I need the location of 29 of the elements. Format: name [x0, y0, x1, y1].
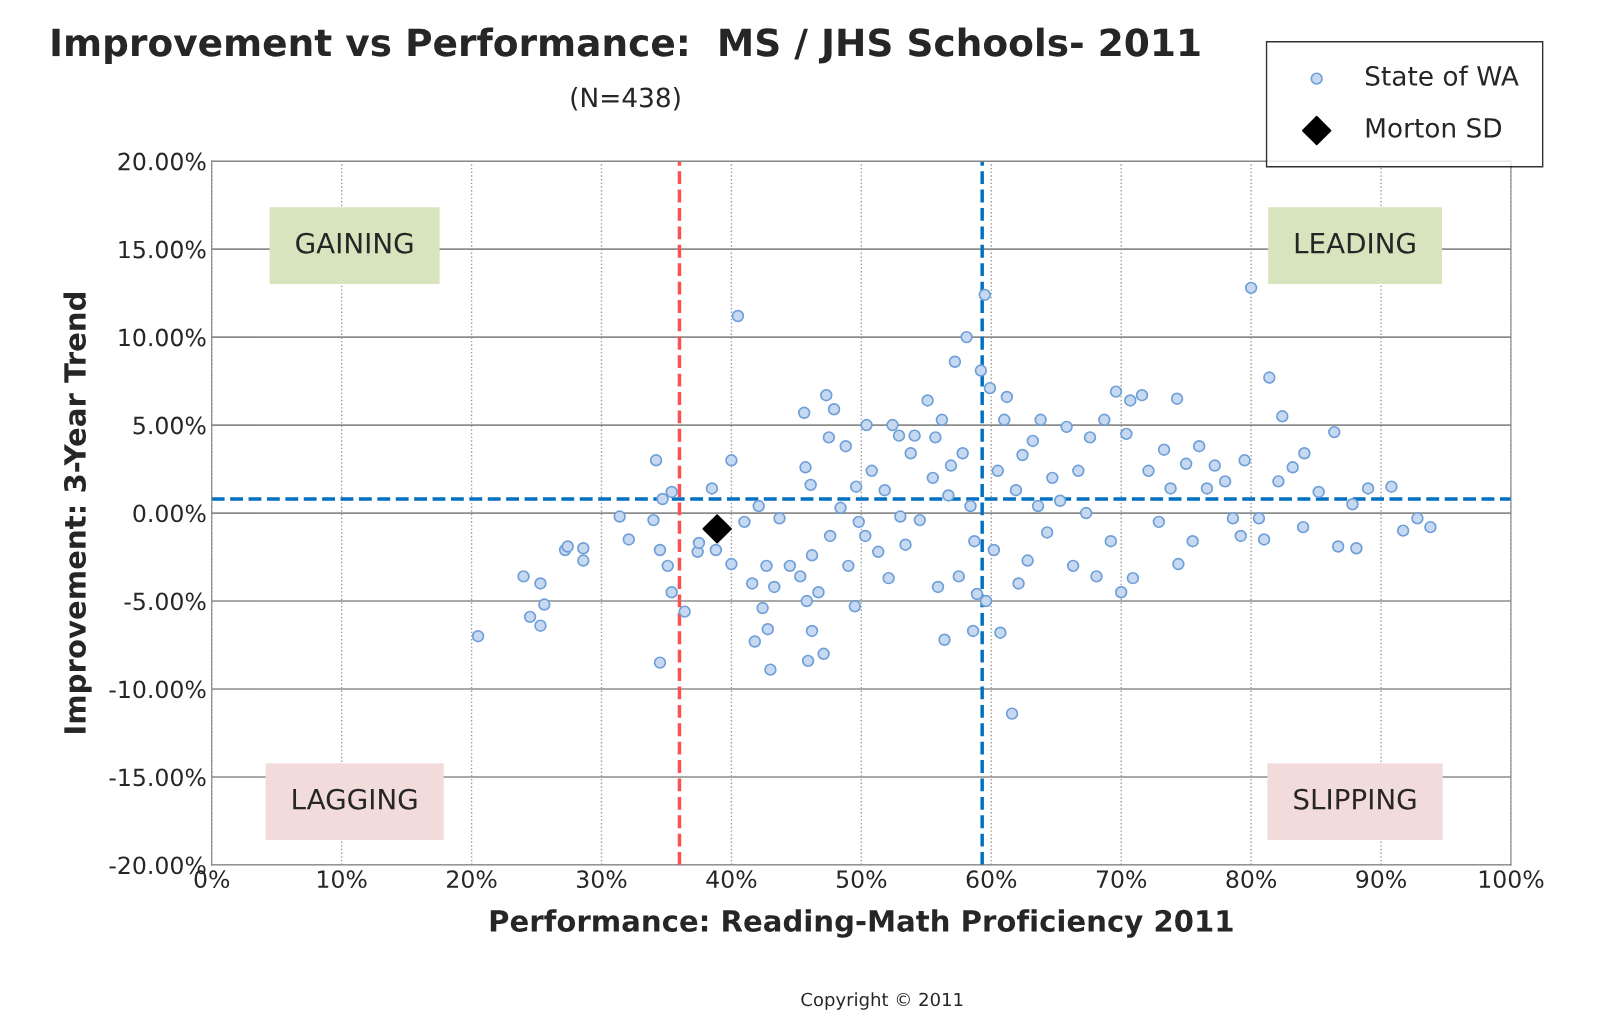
y-tick-label: 5.00% [133, 416, 206, 435]
legend-label: State of WA [1365, 65, 1519, 86]
y-tick-label: -5.00% [124, 592, 206, 611]
x-tick-label: 20% [447, 870, 497, 889]
x-tick-label: 10% [318, 870, 367, 889]
x-axis-title: Performance: Reading-Math Proficiency 2011 [490, 909, 1233, 938]
x-tick-label: 50% [836, 870, 887, 889]
y-tick-label: 10.00% [119, 328, 206, 347]
x-tick-label: 80% [1226, 870, 1277, 889]
annotation: SLIPPING [1294, 788, 1416, 810]
x-tick-label: 70% [1096, 870, 1147, 889]
x-tick-label: 100% [1479, 870, 1544, 889]
y-tick-label: -10.00% [109, 680, 206, 699]
y-tick-label: -15.00% [109, 768, 206, 787]
legend-label: Morton SD [1366, 117, 1502, 138]
x-tick-label: 30% [577, 870, 627, 889]
chart-subtitle: (N=438) [571, 87, 680, 111]
text: Copyright © 2011 [801, 992, 963, 1010]
y-tick-label: 20.00% [118, 152, 206, 171]
x-tick-label: 40% [706, 870, 757, 889]
y-axis-title: Improvement: 3-Year Trend [63, 292, 92, 733]
annotation: LEADING [1295, 232, 1415, 254]
x-tick-label: 60% [966, 870, 1017, 889]
annotation: GAINING [296, 232, 413, 254]
y-tick-label: 0.00% [133, 504, 206, 523]
chart-title: Improvement vs Performance: MS / JHS Schools- 2011 [52, 27, 1200, 64]
annotation: LAGGING [293, 788, 417, 810]
x-tick-label: 90% [1356, 870, 1406, 889]
y-tick-label: 15.00% [119, 240, 206, 259]
